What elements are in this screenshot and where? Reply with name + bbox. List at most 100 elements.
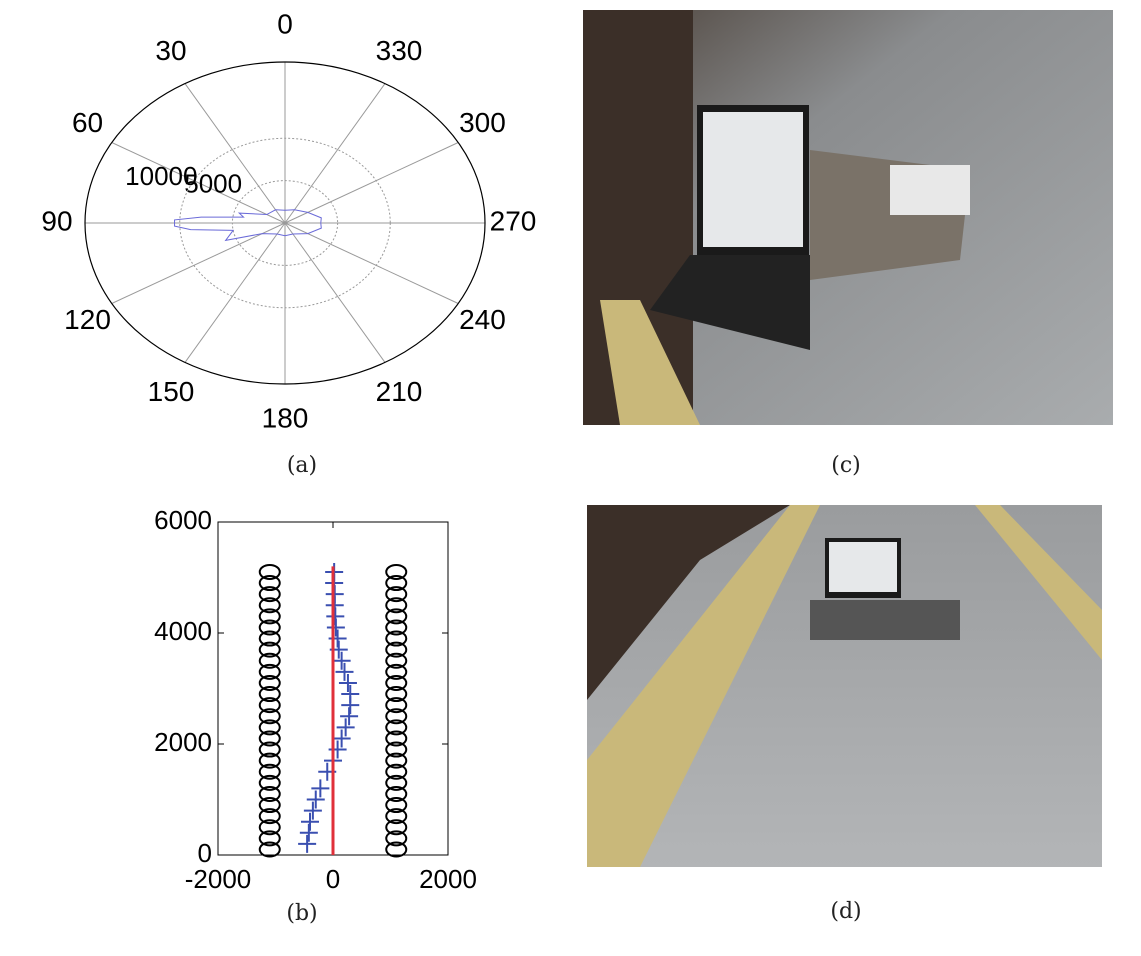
wall-point (385, 674, 408, 691)
spoke (111, 142, 286, 224)
wall-point (385, 663, 408, 680)
robot-point (340, 707, 359, 726)
wall-point (385, 641, 408, 658)
wall-point (258, 608, 281, 625)
wall-point (258, 563, 281, 580)
radial-grid (231, 180, 339, 266)
wall-point (385, 830, 408, 847)
angle-label: 120 (64, 304, 111, 335)
spoke (284, 222, 459, 304)
wall-point (385, 763, 408, 780)
wall-point (385, 575, 408, 592)
wall-point (385, 697, 408, 714)
robot-point (335, 662, 354, 681)
angle-label: 0 (277, 8, 293, 39)
robot-point (303, 801, 322, 820)
spoke (284, 222, 386, 363)
wall-point (258, 774, 281, 791)
wall-point (258, 808, 281, 825)
robot-point (301, 812, 319, 831)
wall-point (385, 797, 408, 814)
robot-point (338, 673, 357, 692)
robot-point (298, 834, 317, 853)
wall-point (258, 663, 281, 680)
range-trace (174, 209, 322, 242)
wall-point (258, 586, 281, 603)
wall-point (385, 597, 408, 614)
wall-point (385, 785, 408, 802)
wall-point (258, 719, 281, 736)
wall-point (258, 763, 281, 780)
radial-label: 10000 (125, 161, 197, 191)
spoke (184, 222, 286, 363)
caption: (c) (831, 453, 861, 478)
wall-point (258, 741, 281, 758)
wall-point (385, 563, 408, 580)
wall-point (385, 686, 408, 703)
y-tick-label: 2000 (154, 727, 212, 757)
spoke (284, 83, 386, 224)
wall-point (385, 586, 408, 603)
x-tick-label: 2000 (419, 864, 477, 894)
wall-point (258, 686, 281, 703)
wall-point (258, 597, 281, 614)
wall-point (258, 674, 281, 691)
wall-point (258, 652, 281, 669)
wall-point (258, 752, 281, 769)
wall-point (258, 730, 281, 747)
x-tick-label: -2000 (185, 864, 252, 894)
wall-point (385, 841, 408, 858)
robot-point (328, 629, 347, 648)
spoke (111, 222, 286, 304)
outer-circle (84, 61, 486, 385)
robot-point (336, 718, 355, 737)
y-tick-label: 6000 (154, 505, 212, 535)
angle-label: 30 (155, 35, 186, 66)
wall-point (385, 608, 408, 625)
angle-label: 60 (72, 107, 103, 138)
robot-point (306, 790, 325, 809)
wall-point (258, 697, 281, 714)
wall-point (258, 830, 281, 847)
wall-point (385, 730, 408, 747)
spoke (284, 142, 459, 224)
robot-point (299, 823, 318, 842)
angle-label: 330 (376, 35, 423, 66)
x-tick-label: 0 (326, 864, 340, 894)
spoke (184, 83, 286, 224)
robot-point (341, 685, 360, 704)
robot-point (332, 729, 351, 748)
wall-point (385, 774, 408, 791)
angle-label: 240 (459, 304, 506, 335)
wall-point (258, 708, 281, 725)
robot-point (311, 779, 330, 798)
caption: (d) (830, 899, 861, 924)
wall-point (385, 808, 408, 825)
angle-label: 300 (459, 107, 506, 138)
angle-label: 180 (262, 402, 309, 433)
wall-point (258, 819, 281, 836)
wall-point (258, 619, 281, 636)
caption: (b) (286, 901, 317, 926)
angle-label: 90 (41, 205, 72, 236)
wall-point (385, 652, 408, 669)
wall-point (385, 819, 408, 836)
wall-point (258, 575, 281, 592)
wall-point (385, 630, 408, 647)
photo-c (583, 10, 1113, 425)
wall-point (258, 785, 281, 802)
photo-d (587, 505, 1102, 867)
wall-point (385, 741, 408, 758)
wall-point (258, 641, 281, 658)
caption: (a) (287, 453, 317, 478)
angle-label: 210 (376, 376, 423, 407)
radial-grid (179, 137, 391, 309)
wall-point (258, 797, 281, 814)
wall-point (258, 630, 281, 647)
robot-point (332, 651, 351, 670)
wall-point (385, 619, 408, 636)
wall-point (385, 708, 408, 725)
wall-point (385, 719, 408, 736)
y-tick-label: 0 (198, 838, 212, 868)
